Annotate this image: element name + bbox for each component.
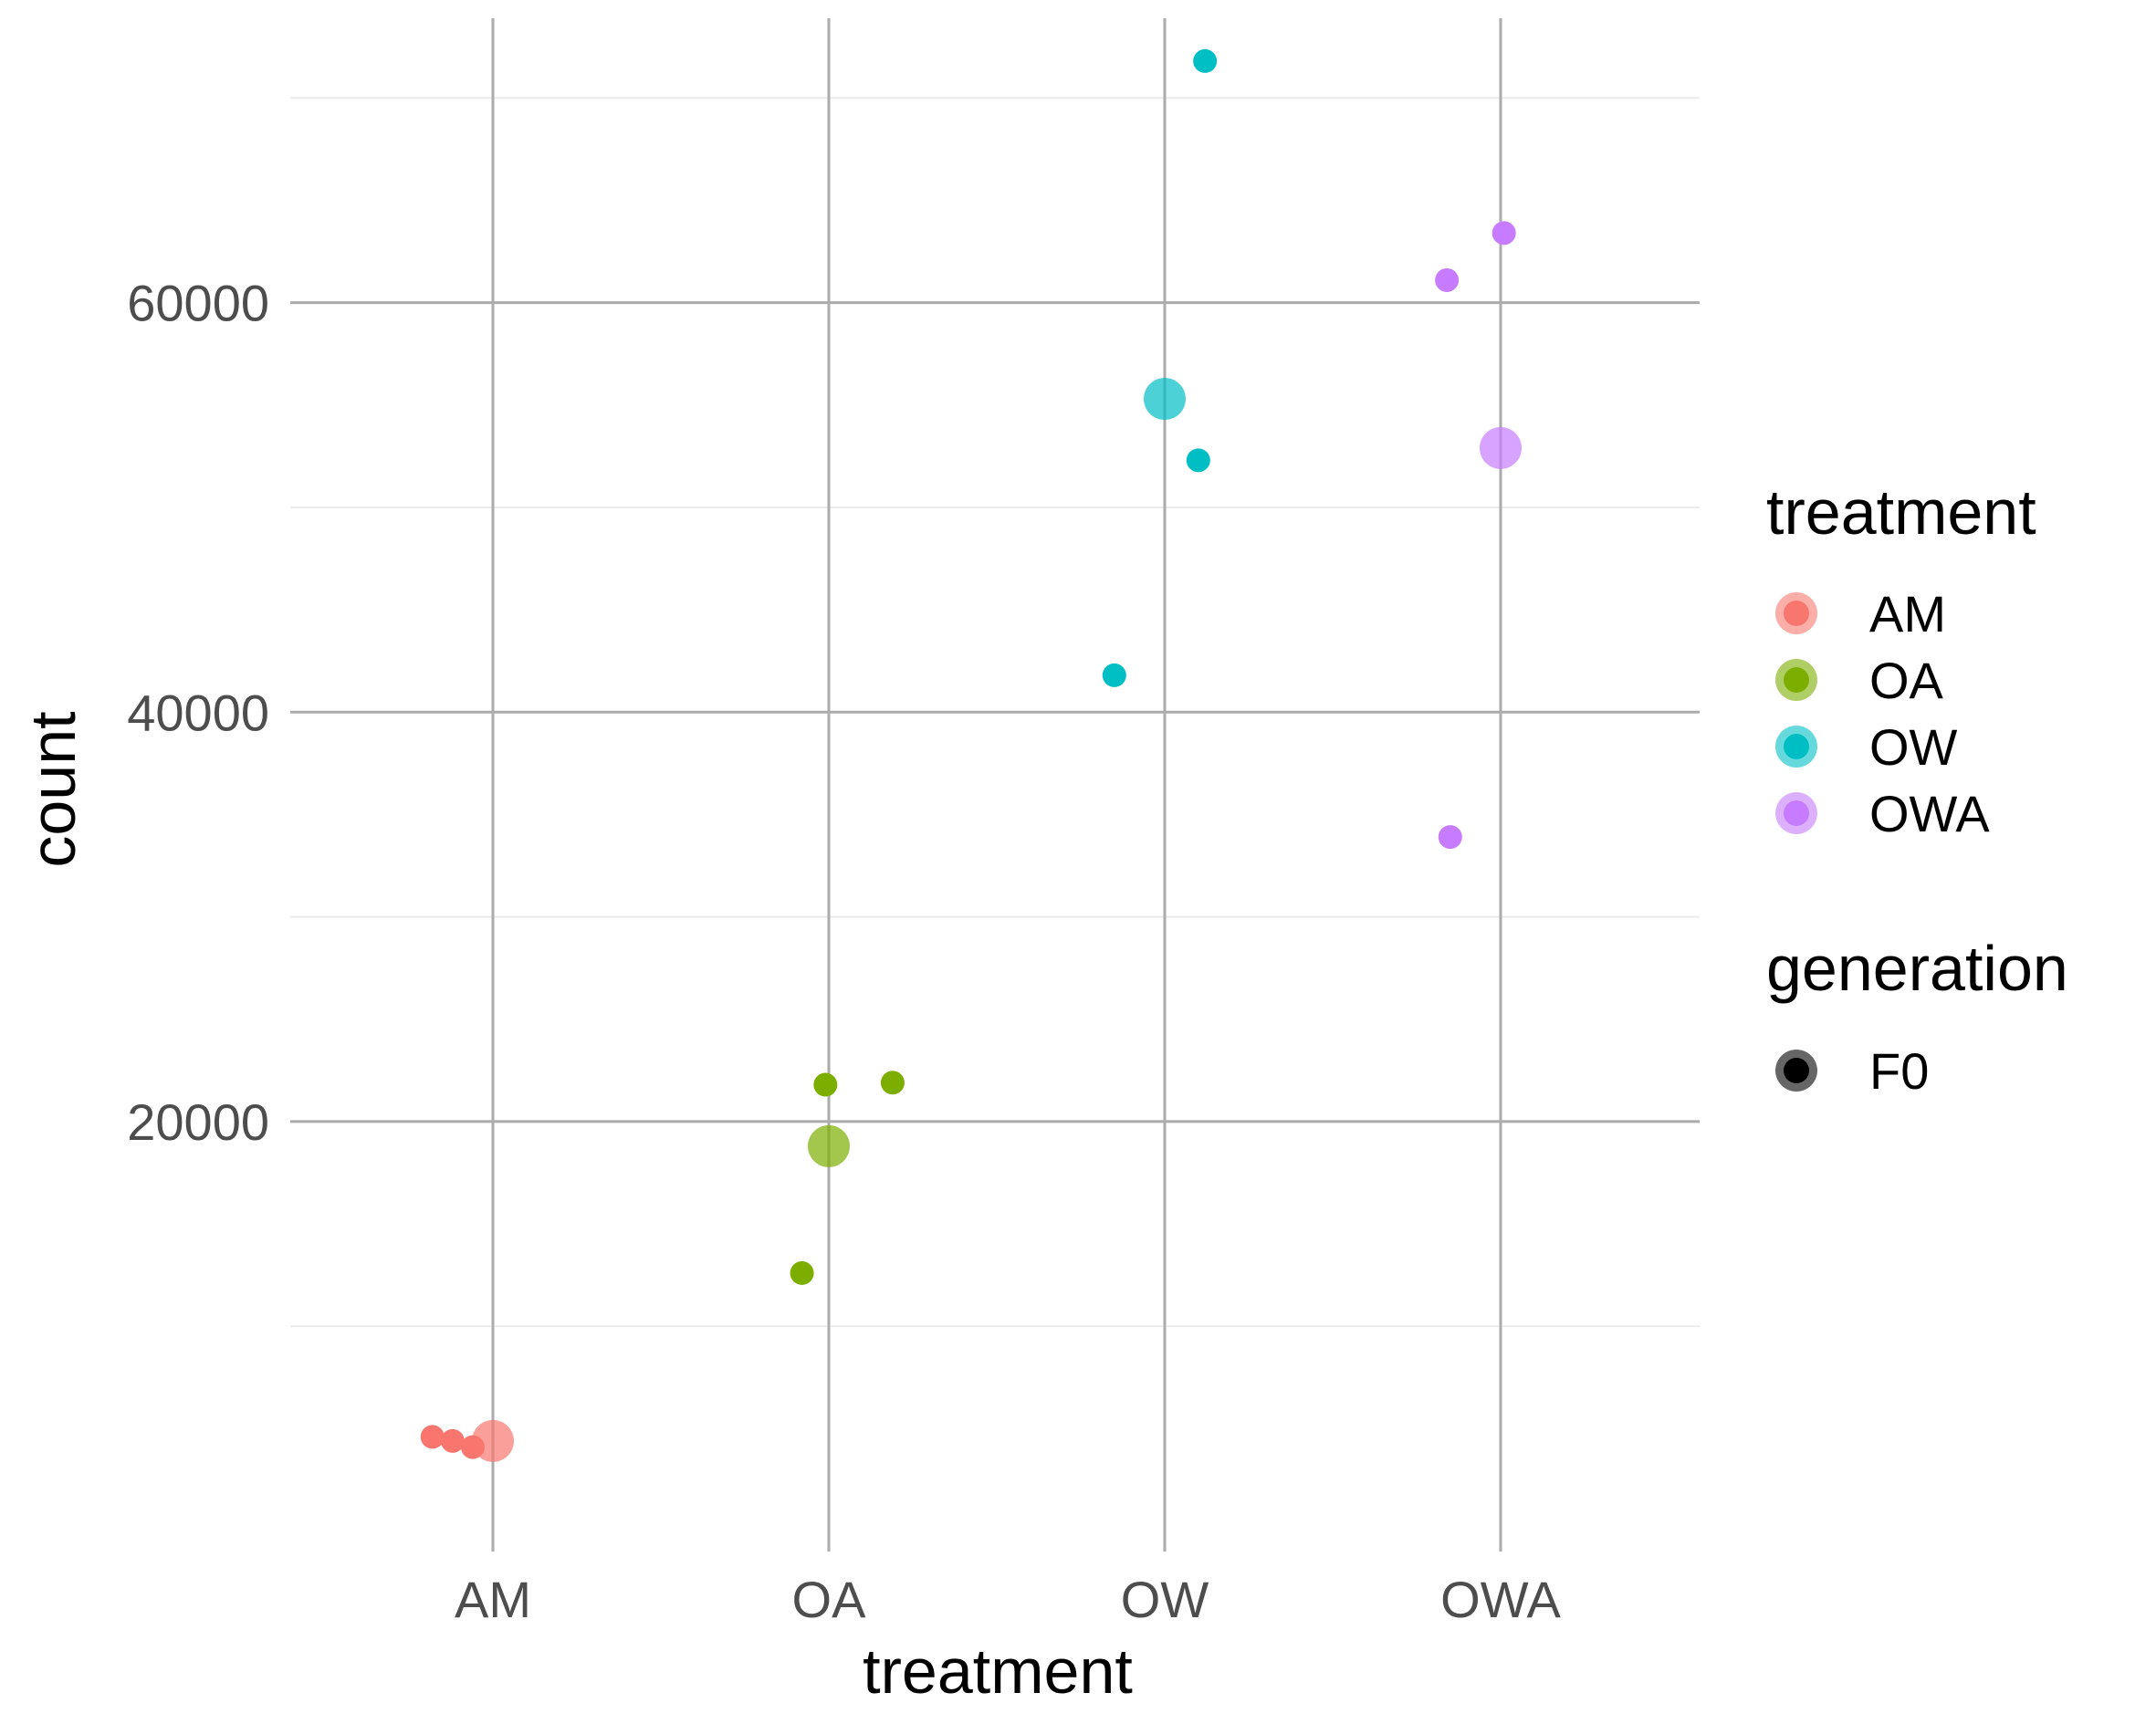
legend-label-owa: OWA <box>1869 785 1990 842</box>
mean-point-oa <box>808 1124 850 1167</box>
minor-gridlines <box>290 97 1700 1328</box>
legend-label-ow: OW <box>1869 718 1958 776</box>
legend-label-f0: F0 <box>1869 1042 1929 1100</box>
point-am-0 <box>420 1425 445 1449</box>
point-owa-2 <box>1491 221 1516 246</box>
y-tick-label: 60000 <box>127 275 269 332</box>
legend-title-generation: generation <box>1766 933 2068 1004</box>
x-axis-title: treatment <box>863 1635 1133 1707</box>
mean-point-ow <box>1144 378 1186 421</box>
legend: treatment AM OA OW OWA generation F0 <box>1766 476 2068 1100</box>
point-owa-1 <box>1435 267 1460 292</box>
mean-point-am <box>472 1419 514 1462</box>
point-ow-2 <box>1193 48 1218 73</box>
legend-generation-entries: F0 <box>1775 1042 1929 1100</box>
x-tick-label: OWA <box>1440 1571 1561 1628</box>
major-gridlines <box>290 18 1700 1552</box>
point-oa-1 <box>813 1072 838 1097</box>
point-oa-2 <box>880 1071 905 1095</box>
y-axis-title: count <box>17 711 89 867</box>
y-tick-label: 40000 <box>127 684 269 741</box>
legend-label-oa: OA <box>1869 652 1944 709</box>
legend-treatment-entries: AM OA OW OWA <box>1775 585 1990 842</box>
point-ow-1 <box>1186 448 1210 473</box>
y-tick-label: 20000 <box>127 1093 269 1151</box>
data-points <box>420 48 1522 1462</box>
x-tick-label: OW <box>1121 1571 1209 1628</box>
y-axis-tick-labels: 20000 40000 60000 <box>127 275 269 1151</box>
legend-key-am <box>1784 601 1809 626</box>
x-tick-label: OA <box>792 1571 867 1628</box>
point-am-1 <box>440 1428 465 1453</box>
x-axis-tick-labels: AM OA OW OWA <box>455 1571 1561 1628</box>
x-tick-label: AM <box>455 1571 531 1628</box>
point-ow-0 <box>1102 663 1126 687</box>
legend-label-am: AM <box>1869 585 1946 643</box>
mean-point-owa <box>1480 426 1522 469</box>
point-owa-0 <box>1438 825 1462 850</box>
legend-key-owa <box>1784 800 1809 826</box>
legend-key-oa <box>1784 667 1809 693</box>
legend-title-treatment: treatment <box>1766 476 2036 548</box>
point-oa-0 <box>790 1260 814 1285</box>
legend-key-ow <box>1784 734 1809 759</box>
legend-key-f0 <box>1784 1058 1809 1083</box>
